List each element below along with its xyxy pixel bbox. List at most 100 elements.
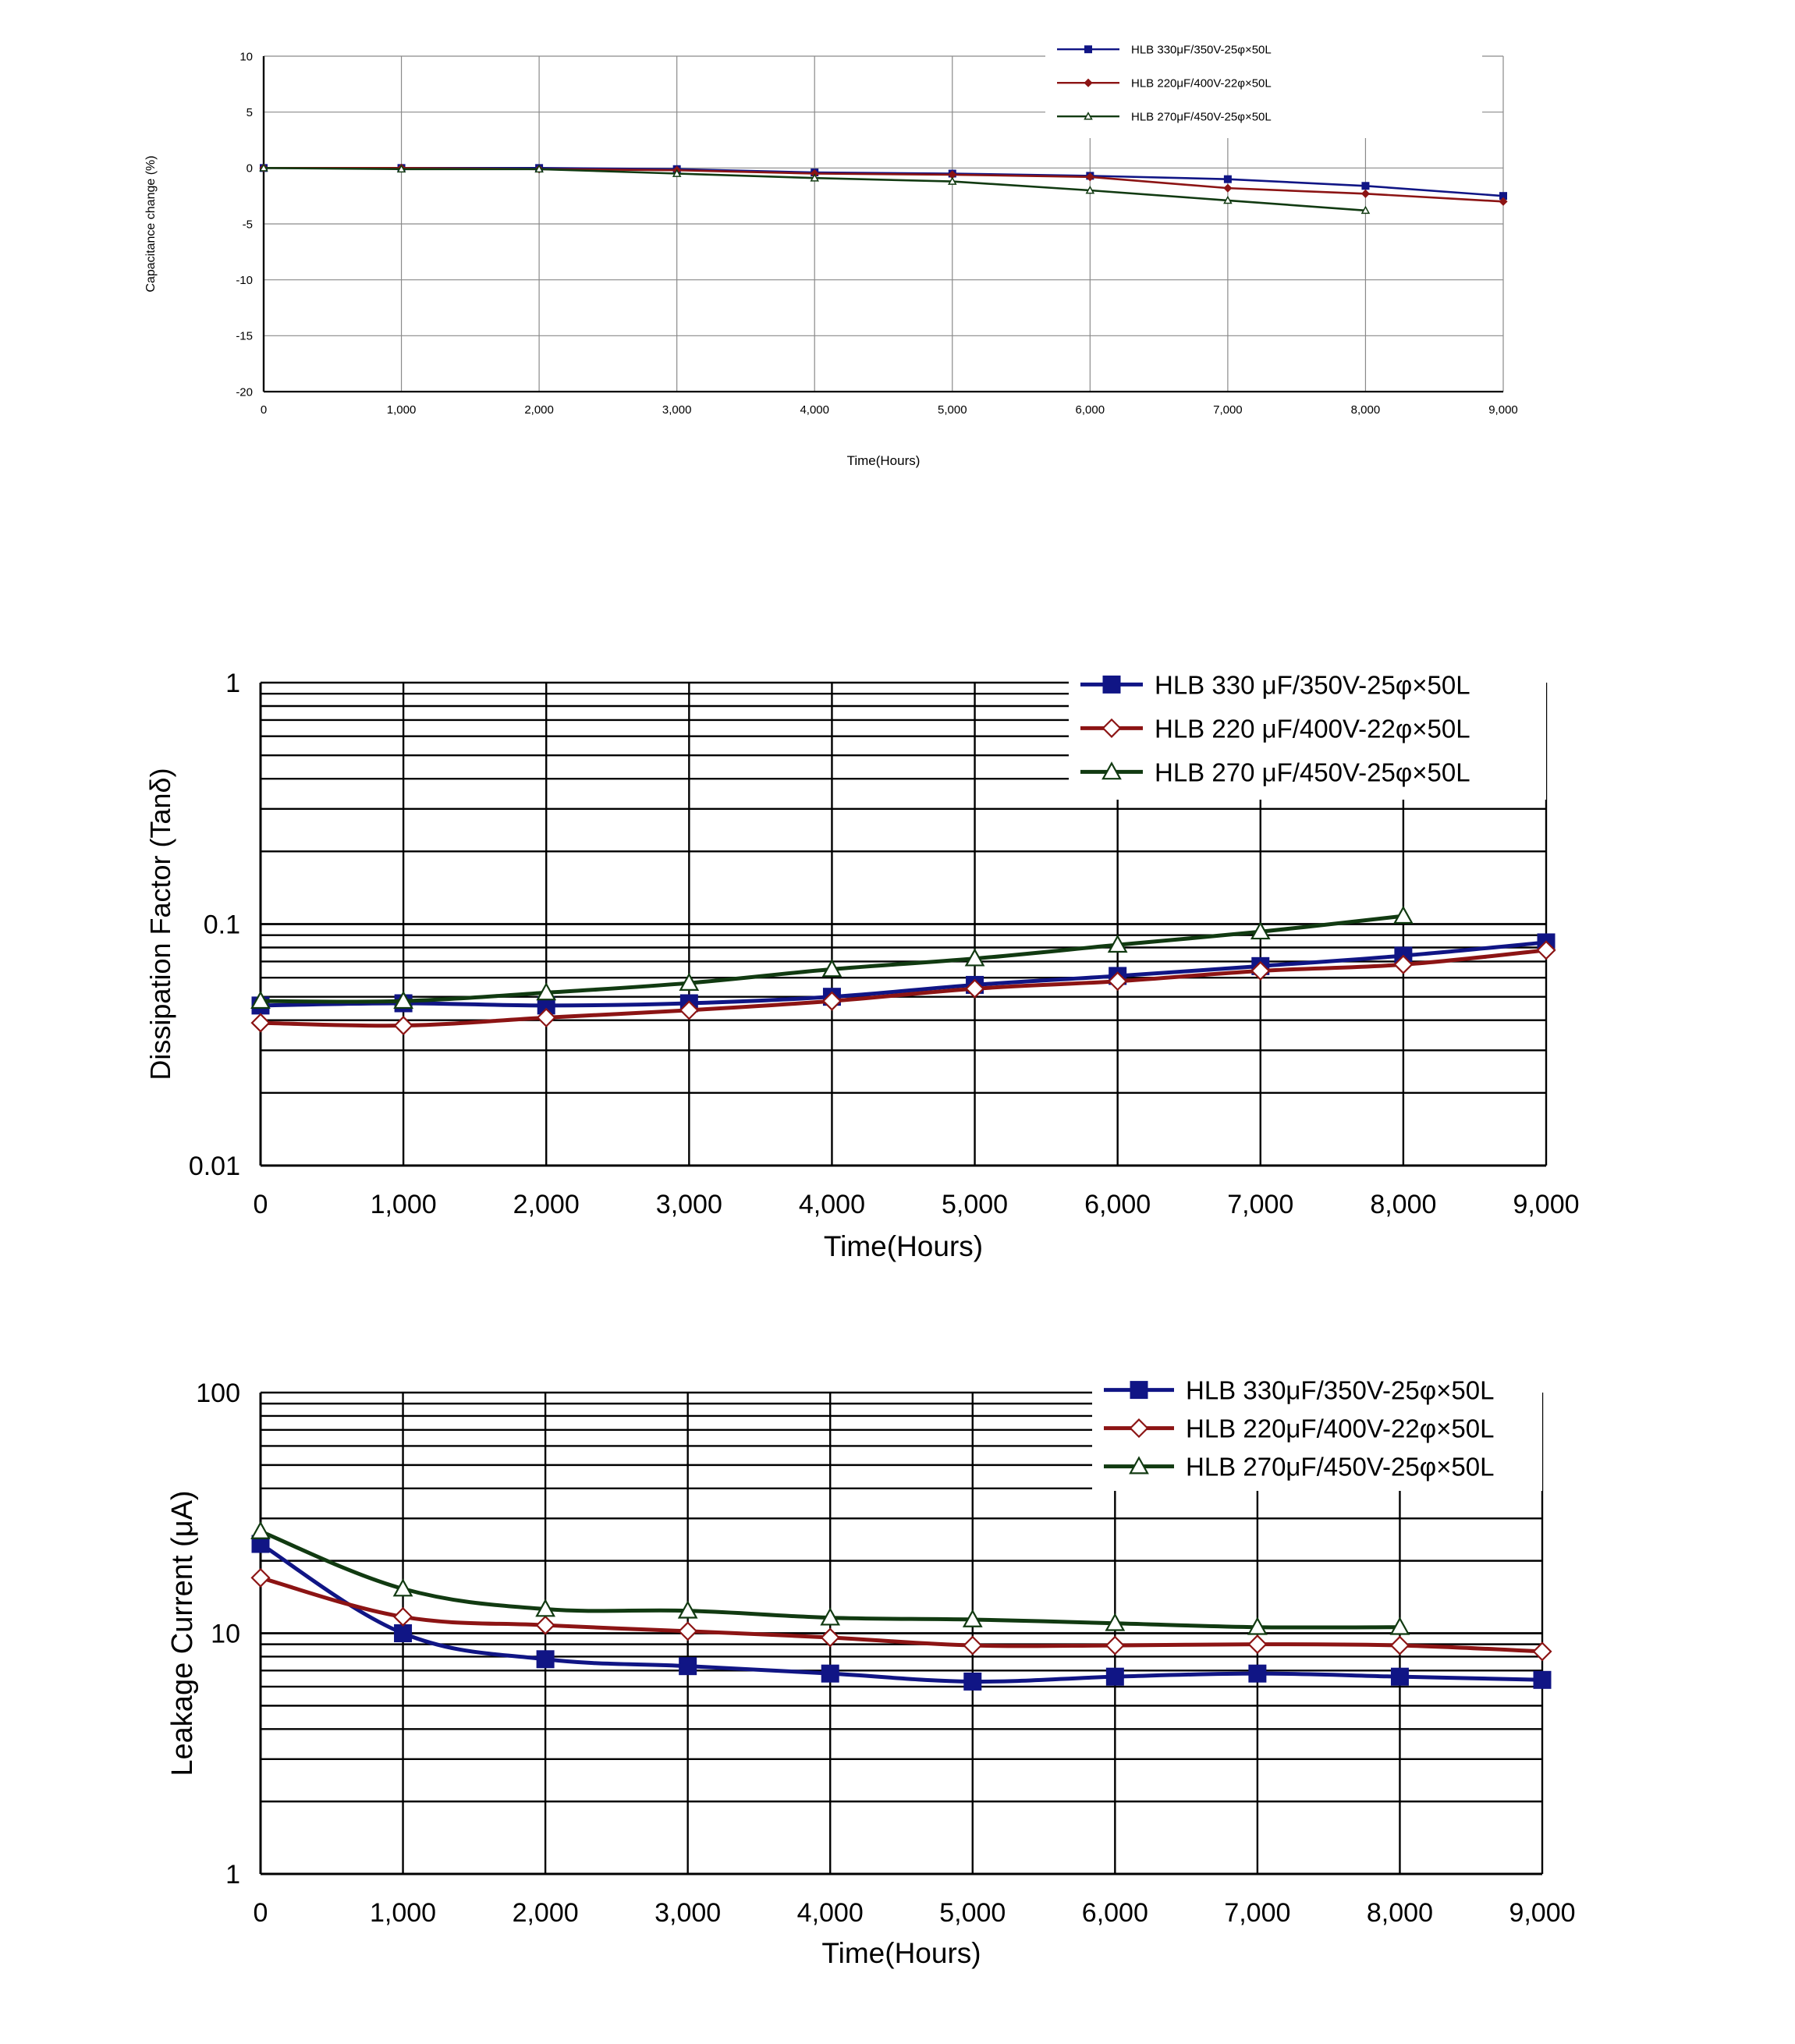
data-point	[679, 1000, 699, 1020]
data-point	[536, 1007, 556, 1027]
data-point	[259, 163, 268, 172]
data-point	[1390, 1667, 1409, 1686]
data-point	[536, 1650, 555, 1669]
y-tick-label: 1	[225, 669, 240, 698]
data-point	[1499, 197, 1508, 206]
data-point	[1360, 189, 1371, 198]
y-tick-label: -10	[236, 274, 253, 287]
data-point	[1247, 1634, 1268, 1655]
x-tick-label: 8,000	[1367, 1898, 1433, 1928]
data-point	[250, 1521, 271, 1539]
y-tick-label: -5	[243, 218, 253, 231]
data-point	[1105, 1613, 1126, 1631]
series-3	[250, 905, 1414, 1010]
data-point	[820, 1607, 841, 1626]
legend-marker	[1102, 675, 1121, 694]
data-point	[250, 1567, 271, 1588]
y-axis-title: Dissipation Factor (Tanδ)	[144, 768, 176, 1080]
legend-label: HLB 220μF/400V-22φ×50L	[1131, 77, 1272, 90]
data-point	[392, 1606, 413, 1627]
x-tick-label: 1,000	[371, 1190, 437, 1219]
series-line	[260, 948, 1547, 1028]
data-point	[1393, 905, 1414, 924]
x-tick-label: 5,000	[938, 403, 967, 417]
data-point	[677, 1600, 698, 1619]
data-point	[1536, 940, 1556, 960]
data-point	[962, 1609, 983, 1627]
gridlines	[262, 55, 1504, 393]
data-point	[1250, 921, 1271, 940]
x-tick-label: 2,000	[513, 1190, 580, 1219]
data-point	[1223, 195, 1233, 204]
data-point	[1393, 954, 1414, 974]
y-axis-title: Capacitance change (%)	[144, 155, 158, 292]
data-point	[679, 972, 700, 991]
y-axis-title: Leakage Current (μA)	[166, 1490, 199, 1776]
data-point	[964, 978, 985, 999]
x-tick-label: 7,000	[1224, 1898, 1290, 1928]
data-point	[1223, 183, 1233, 193]
x-tick-label: 0	[254, 1898, 268, 1928]
x-tick-label: 6,000	[1082, 1898, 1148, 1928]
data-point	[1107, 934, 1128, 953]
series-3	[259, 163, 1371, 215]
data-point	[963, 1635, 983, 1655]
x-tick-label: 7,000	[1227, 1190, 1293, 1219]
series-line	[260, 940, 1547, 1008]
series-line	[260, 1575, 1543, 1654]
x-tick-label: 3,000	[655, 1898, 721, 1928]
legend-label: HLB 220μF/400V-22φ×50L	[1186, 1414, 1494, 1443]
legend-marker	[1101, 761, 1122, 780]
data-point	[1360, 205, 1371, 215]
x-tick-label: 2,000	[513, 1898, 579, 1928]
y-tick-label: 0.01	[189, 1152, 240, 1181]
x-tick-label: 9,000	[1513, 1190, 1579, 1219]
x-axis-title: Time(Hours)	[847, 453, 921, 468]
data-point	[396, 164, 406, 173]
series-line	[259, 1542, 1543, 1684]
legend-label: HLB 330μF/350V-25φ×50L	[1186, 1375, 1494, 1404]
x-tick-label: 1,000	[370, 1898, 436, 1928]
y-tick-label: 0.1	[204, 910, 240, 939]
legend-marker	[1084, 78, 1093, 87]
legend: HLB 330μF/350V-25φ×50L HLB 220μF/400V-22φ…	[1045, 27, 1482, 138]
x-axis-title: Time(Hours)	[824, 1230, 983, 1262]
data-point	[1248, 1664, 1267, 1683]
y-tick-label: -15	[236, 330, 253, 343]
data-point	[821, 1664, 839, 1683]
x-tick-label: 3,000	[662, 403, 692, 417]
legend-marker	[1084, 45, 1092, 54]
data-point	[534, 164, 544, 173]
data-point	[393, 990, 413, 1010]
x-tick-label: 2,000	[524, 403, 554, 417]
y-tick-label: 0	[247, 162, 253, 176]
data-point	[250, 1013, 271, 1033]
y-tick-label: -20	[236, 385, 253, 399]
x-axis-title: Time(Hours)	[821, 1937, 981, 1969]
data-point	[394, 1624, 413, 1642]
data-point	[1250, 960, 1271, 981]
x-tick-label: 0	[254, 1190, 268, 1219]
legend-marker	[1129, 1418, 1149, 1439]
x-tick-label: 4,000	[797, 1898, 864, 1928]
data-point	[1085, 185, 1095, 194]
x-tick-label: 4,000	[800, 403, 829, 417]
y-tick-label: 10	[211, 1619, 240, 1648]
legend-label: HLB 270 μF/450V-25φ×50L	[1155, 758, 1470, 786]
data-point	[810, 173, 819, 182]
data-point	[535, 1599, 555, 1617]
legend-marker	[1101, 718, 1122, 738]
data-point	[1247, 1616, 1268, 1635]
legend-background	[1069, 658, 1546, 800]
legend-label: HLB 330μF/350V-25φ×50L	[1131, 44, 1272, 57]
legend: HLB 330 μF/350V-25φ×50L HLB 220 μF/400V-2…	[1069, 658, 1546, 800]
x-tick-label: 5,000	[939, 1898, 1006, 1928]
data-point	[250, 990, 271, 1010]
data-point	[1389, 1635, 1410, 1655]
data-point	[678, 1621, 698, 1641]
legend-label: HLB 270μF/450V-25φ×50L	[1186, 1452, 1494, 1481]
series-3	[250, 1521, 1410, 1635]
data-point	[535, 1615, 555, 1635]
x-tick-label: 9,000	[1509, 1898, 1575, 1928]
data-point	[1108, 971, 1128, 992]
